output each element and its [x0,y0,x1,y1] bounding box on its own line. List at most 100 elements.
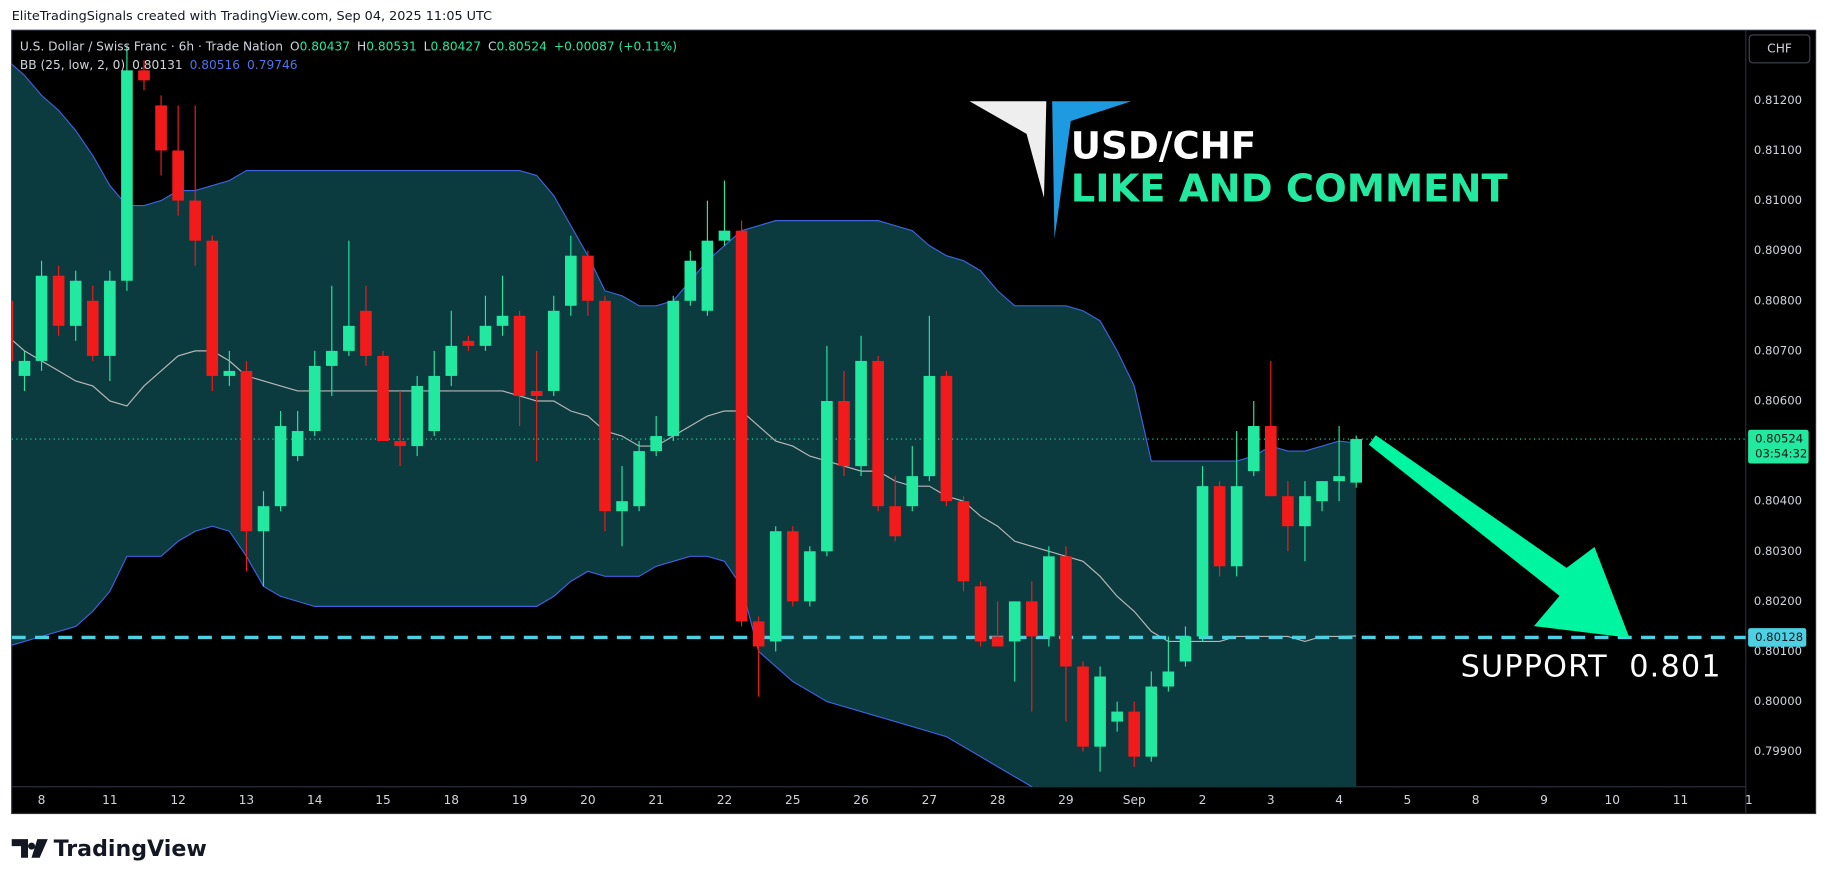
x-tick-label: 29 [1058,793,1074,807]
candle-body [599,300,611,512]
candle-body [86,300,99,356]
y-tick-label: 0.81000 [1754,193,1802,207]
x-tick-label: 14 [307,793,323,807]
candle-body [1008,601,1021,642]
candle-body [11,300,14,361]
x-tick-label: 8 [1472,793,1480,807]
change: +0.00087 (+0.11%) [554,39,677,53]
candle-body [650,436,663,452]
y-tick-label: 0.80800 [1754,293,1802,307]
candle-body [69,280,82,326]
candle-body [547,310,560,391]
candle-body [838,400,850,467]
y-tick-label: 0.80100 [1754,644,1802,658]
candle-body [1128,711,1141,757]
candle-body [769,531,782,642]
candle-body [138,70,150,81]
candle-body [52,275,65,326]
candle-body [1043,556,1055,637]
candle-body [940,375,953,502]
x-tick-label: 25 [785,793,801,807]
candle-body [121,70,133,281]
candle-body [821,400,833,552]
y-tick-label: 0.80000 [1754,694,1802,708]
upper-value: 0.80516 [190,58,240,72]
annotation-title: USD/CHF [1071,123,1256,167]
candle-body [394,441,406,447]
annotation-support: SUPPORT 0.801 [1461,650,1722,685]
candle-body [189,200,202,241]
h-value: 0.80531 [366,39,416,53]
indicator-legend: BB (25, low, 2, 0) 0.80131 0.80516 0.79746 [20,58,298,72]
candle-body [786,531,799,602]
candle-body [1111,711,1123,722]
logo-white [969,101,1047,198]
candle-body [564,255,577,306]
candle-body [735,230,748,622]
candle-body [360,310,372,356]
header: EliteTradingSignals created with Trading… [12,9,492,24]
candle-body [1213,486,1226,567]
candle-body [35,275,48,361]
x-tick-label: 18 [444,793,460,807]
candle-body [1264,426,1277,497]
x-tick-label: 19 [512,793,528,807]
x-tick-label: 20 [580,793,596,807]
y-tick-label: 0.80600 [1754,393,1802,407]
candle-body [1299,496,1311,527]
x-tick-label: 11 [1673,793,1689,807]
candle-body [377,355,389,442]
candle-body [18,360,31,376]
o-label: O [290,39,300,53]
candle-body [496,315,509,326]
band-lower [11,525,1033,787]
candle-body [872,360,884,507]
currency-button-label[interactable]: CHF [1767,41,1792,55]
x-tick-label: 3 [1267,793,1275,807]
candle-body [428,375,441,432]
candle-body [1060,556,1072,667]
candle-body [1025,601,1038,637]
last-price-tag [1748,429,1809,464]
candle-body [343,325,355,351]
x-tick-label: 28 [990,793,1006,807]
candle-body [1162,671,1175,687]
arrow [1368,435,1630,638]
candle-body [104,280,116,356]
candle-body [804,551,816,602]
y-tick-label: 0.80200 [1754,594,1802,608]
y-tick-label: 0.81200 [1754,93,1802,107]
candle-body [274,426,287,507]
countdown-label: 03:54:32 [1755,447,1807,461]
candle-body [1077,666,1089,747]
c-label: C [488,39,497,53]
candle-body [616,501,628,512]
x-tick-label: 1 [1745,793,1753,807]
logo-blue [1052,101,1132,239]
candle-body [1316,481,1328,502]
candle-body [223,370,236,376]
currency-button[interactable] [1748,34,1811,64]
candle-body [1094,676,1106,747]
y-tick-label: 0.80300 [1754,544,1802,558]
symbol: U.S. Dollar / Swiss Franc · 6h · Trade N… [20,39,283,53]
candle-body [1333,476,1345,482]
brand: TradingView [54,836,207,862]
candle-body [701,240,714,311]
x-tick-label: 2 [1199,793,1207,807]
candle-body [257,506,270,532]
candle-body [582,255,594,301]
annotation-cta: LIKE AND COMMENT [1071,166,1508,211]
candle-body [172,150,184,201]
l-value: 0.80427 [431,39,481,53]
indicator-label: BB (25, low, 2, 0) [20,58,125,72]
plot-area [11,45,1746,787]
x-tick-label: 5 [1404,793,1412,807]
candle-body [633,451,645,507]
candle-body [667,300,680,437]
candle-body [1282,496,1294,527]
y-tick-label: 0.80400 [1754,494,1802,508]
candle-body [291,431,304,457]
y-tick-label: 0.80700 [1754,343,1802,357]
